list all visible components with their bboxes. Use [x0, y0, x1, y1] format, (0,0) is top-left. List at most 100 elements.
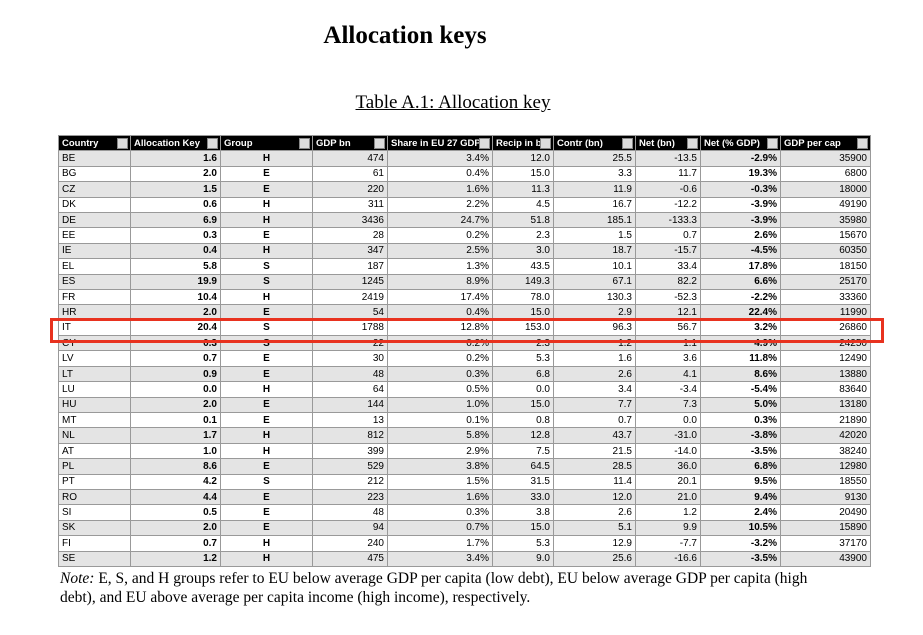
- filter-dropdown[interactable]: [687, 138, 698, 149]
- column-header: GDP bn: [312, 134, 388, 152]
- column-header: Group: [220, 134, 313, 152]
- table-cell: -0.3%: [700, 181, 781, 198]
- table-cell: 1.6: [553, 350, 636, 367]
- table-cell: E: [220, 181, 313, 198]
- table-cell: 94: [312, 519, 388, 537]
- table-cell: 1.5: [130, 181, 221, 198]
- table-cell: 60350: [780, 242, 871, 260]
- table-cell: 12980: [780, 458, 871, 475]
- table-row: LV 0.7 E 30 0.2% 5.3 1.6 3.6 11.8% 12490: [58, 350, 871, 367]
- table-cell: -3.8%: [700, 427, 781, 444]
- table-cell: E: [220, 365, 313, 383]
- table-row: BE 1.6 H 474 3.4% 12.0 25.5 -13.5 -2.9% 35900: [58, 150, 871, 167]
- filter-dropdown[interactable]: [767, 138, 778, 149]
- table-cell: 2.6: [553, 504, 636, 521]
- table-cell: 220: [312, 181, 388, 198]
- table-cell: S: [220, 258, 313, 275]
- table-cell: 0.1%: [387, 412, 493, 429]
- table-cell: ES: [58, 273, 131, 290]
- table-cell: 11.8%: [700, 350, 781, 367]
- table-cell: 24250: [780, 335, 871, 352]
- table-cell: 12.9: [553, 535, 636, 552]
- table-cell: H: [220, 442, 313, 460]
- table-cell: 1.5: [553, 227, 636, 244]
- filter-dropdown[interactable]: [299, 138, 310, 149]
- table-cell: E: [220, 458, 313, 475]
- table-cell: 21.5: [553, 442, 636, 460]
- table-cell: H: [220, 242, 313, 260]
- table-cell: 18.7: [553, 242, 636, 260]
- table-cell: 2.2%: [387, 196, 493, 213]
- filter-dropdown[interactable]: [117, 138, 128, 149]
- table-cell: 187: [312, 258, 388, 275]
- table-cell: 2.0: [130, 165, 221, 183]
- table-cell: 42020: [780, 427, 871, 444]
- table-cell: RO: [58, 488, 131, 506]
- table-cell: 0.5: [130, 504, 221, 521]
- header-text: Contr (bn): [557, 137, 603, 149]
- table-cell: 6.8: [492, 365, 554, 383]
- table-cell: BG: [58, 165, 131, 183]
- table-cell: 1.0%: [387, 396, 493, 414]
- table-cell: 9130: [780, 488, 871, 506]
- table-cell: H: [220, 535, 313, 552]
- table-cell: E: [220, 412, 313, 429]
- filter-dropdown[interactable]: [540, 138, 551, 149]
- table-row: NL 1.7 H 812 5.8% 12.8 43.7 -31.0 -3.8% 42020: [58, 427, 871, 444]
- filter-dropdown[interactable]: [622, 138, 633, 149]
- table-row: PL 8.6 E 529 3.8% 64.5 28.5 36.0 6.8% 12980: [58, 458, 871, 475]
- table-cell: DE: [58, 211, 131, 229]
- column-header: Contr (bn): [553, 134, 636, 152]
- table-cell: FR: [58, 288, 131, 306]
- table-cell: 223: [312, 488, 388, 506]
- table-cell: E: [220, 227, 313, 244]
- table-cell: 36.0: [635, 458, 701, 475]
- table-cell: 13880: [780, 365, 871, 383]
- table-cell: 9.4%: [700, 488, 781, 506]
- table-cell: 1.6%: [387, 488, 493, 506]
- table-cell: H: [220, 288, 313, 306]
- table-cell: E: [220, 519, 313, 537]
- table-cell: 5.8%: [387, 427, 493, 444]
- table-row: DE 6.9 H 3436 24.7% 51.8 185.1 -133.3 -3.9% 35980: [58, 211, 871, 229]
- table-row: HU 2.0 E 144 1.0% 15.0 7.7 7.3 5.0% 13180: [58, 396, 871, 414]
- table-cell: 0.3: [130, 227, 221, 244]
- column-header: GDP per cap: [780, 134, 871, 152]
- table-cell: 61: [312, 165, 388, 183]
- highlight-box: [50, 318, 884, 343]
- filter-dropdown[interactable]: [857, 138, 868, 149]
- table-cell: 2.0: [130, 304, 221, 321]
- table-cell: 64: [312, 381, 388, 398]
- table-cell: -0.6: [635, 181, 701, 198]
- table-cell: 12.8: [492, 427, 554, 444]
- table-cell: 0.4: [130, 242, 221, 260]
- table-cell: 5.0%: [700, 396, 781, 414]
- table-cell: 3.4: [553, 381, 636, 398]
- table-cell: 15.0: [492, 519, 554, 537]
- table-cell: 21.0: [635, 488, 701, 506]
- table-row: BG 2.0 E 61 0.4% 15.0 3.3 11.7 19.3% 6800: [58, 165, 871, 183]
- table-cell: H: [220, 381, 313, 398]
- table-cell: 19.9: [130, 273, 221, 290]
- filter-dropdown[interactable]: [207, 138, 218, 149]
- table-cell: 4.5: [492, 196, 554, 213]
- table-cell: 49190: [780, 196, 871, 213]
- table-cell: 0.0: [130, 381, 221, 398]
- table-cell: 18150: [780, 258, 871, 275]
- table-cell: E: [220, 396, 313, 414]
- table-cell: 0.6: [130, 196, 221, 213]
- table-cell: EL: [58, 258, 131, 275]
- table-cell: 2.4%: [700, 504, 781, 521]
- note-label: Note:: [60, 570, 95, 587]
- table-cell: -133.3: [635, 211, 701, 229]
- table-cell: E: [220, 488, 313, 506]
- table-cell: 67.1: [553, 273, 636, 290]
- table-row: SI 0.5 E 48 0.3% 3.8 2.6 1.2 2.4% 20490: [58, 504, 871, 521]
- table-cell: 149.3: [492, 273, 554, 290]
- table-cell: SK: [58, 519, 131, 537]
- table-cell: 0.7: [553, 412, 636, 429]
- table-cell: 2.3: [492, 227, 554, 244]
- filter-dropdown[interactable]: [479, 138, 490, 149]
- column-header: Net (bn): [635, 134, 701, 152]
- filter-dropdown[interactable]: [374, 138, 385, 149]
